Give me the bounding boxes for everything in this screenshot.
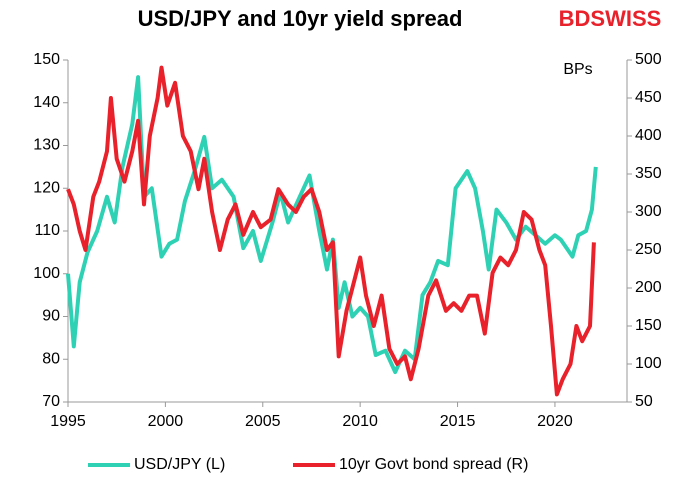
y2-tick-label: 250 (635, 241, 662, 258)
y-tick-label: 150 (33, 51, 60, 68)
x-tick-label: 2015 (440, 413, 476, 430)
line-series (66, 65, 596, 397)
y-tick-label: 140 (33, 94, 60, 111)
legend-label: 10yr Govt bond spread (R) (339, 456, 528, 473)
y-tick-label: 130 (33, 137, 60, 154)
y-tick-label: 100 (33, 265, 60, 282)
y-tick-label: 80 (42, 350, 60, 367)
y2-tick-label: 300 (635, 203, 662, 220)
x-tick-label: 2005 (245, 413, 281, 430)
chart-title: USD/JPY and 10yr yield spread (138, 6, 463, 31)
y2-tick-label: 50 (635, 393, 653, 410)
x-tick-label: 1995 (50, 413, 86, 430)
y2-tick-label: 350 (635, 165, 662, 182)
x-tick-label: 2010 (342, 413, 378, 430)
line-series (66, 75, 598, 375)
y2-tick-label: 100 (635, 355, 662, 372)
y2-tick-label: 500 (635, 51, 662, 68)
legend-label: USD/JPY (L) (134, 456, 225, 473)
y2-tick-label: 400 (635, 127, 662, 144)
x-tick-label: 2020 (537, 413, 573, 430)
y2-tick-label: 200 (635, 279, 662, 296)
y2-tick-label: 150 (635, 317, 662, 334)
y-tick-label: 110 (34, 222, 60, 239)
y-tick-label: 70 (42, 393, 60, 410)
x-tick-label: 2000 (148, 413, 184, 430)
y-tick-label: 90 (42, 308, 60, 325)
y-tick-label: 120 (33, 179, 60, 196)
y2-tick-label: 450 (635, 89, 662, 106)
y2-axis-label: BPs (563, 61, 592, 78)
logo: BDSWISS (559, 6, 662, 31)
